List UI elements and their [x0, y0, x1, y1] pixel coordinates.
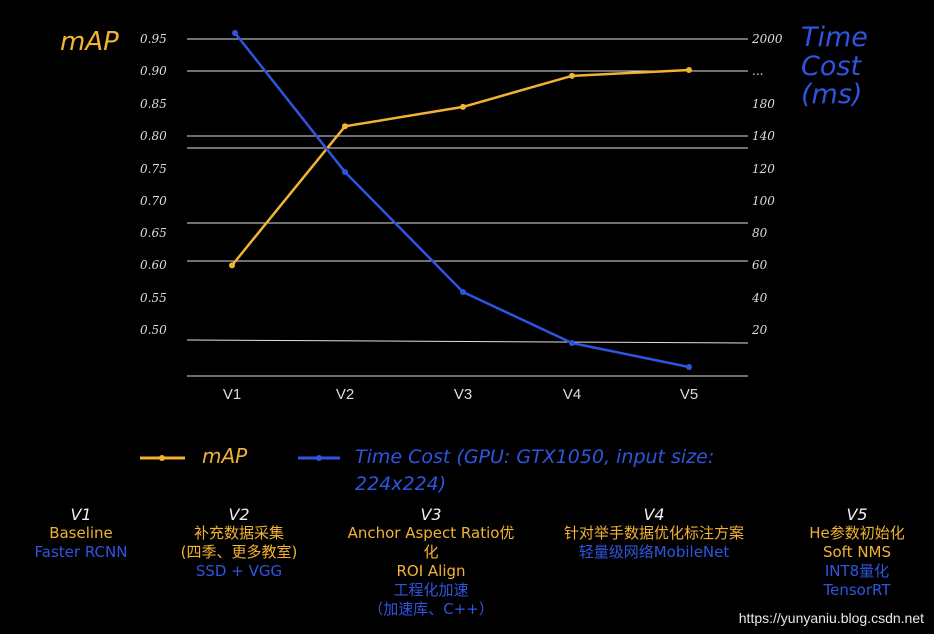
right-tick-label: 120 [752, 162, 775, 176]
right-tick-label: 2000 [751, 32, 783, 46]
data-point [460, 289, 466, 295]
version-note: V3 Anchor Aspect Ratio优化 ROI Align 工程化加速 （加速… [311, 505, 551, 619]
data-point [229, 262, 235, 269]
right-tick-label: 60 [752, 258, 768, 272]
version-line: 针对举手数据优化标注方案 [563, 524, 744, 542]
right-tick-label: ... [752, 64, 763, 78]
x-axis-ticks: V1 V2 V3 V4 V5 [223, 386, 698, 403]
data-point [342, 169, 348, 175]
data-point [569, 72, 575, 79]
version-line: 轻量级网络MobileNet [578, 543, 730, 561]
data-point [686, 364, 692, 370]
left-tick-label: 0.85 [140, 97, 167, 111]
right-tick-label: 80 [752, 226, 768, 240]
left-tick-label: 0.80 [140, 129, 167, 143]
version-line: Faster RCNN [34, 543, 128, 561]
version-title: V2 [228, 505, 250, 524]
version-line: He参数初始化 [809, 524, 905, 542]
version-line: INT8量化 [824, 562, 890, 580]
x-tick-label: V5 [680, 386, 698, 403]
legend-label-map: mAP [202, 444, 248, 468]
x-tick-label: V3 [454, 386, 472, 403]
gridline [186, 339, 749, 344]
version-line: 化 [423, 543, 439, 561]
right-axis-ticks: 2000... 180 140 120 100 80 60 40 20 [751, 32, 783, 337]
series-lines [229, 30, 692, 370]
legend-marker-time [316, 455, 322, 461]
x-tick-label: V4 [563, 386, 581, 403]
version-note: V4 针对举手数据优化标注方案 轻量级网络MobileNet [534, 505, 774, 562]
version-line: TensorRT [823, 581, 891, 599]
series-line-time [234, 32, 690, 369]
version-line: Soft NMS [822, 543, 892, 561]
version-title: V5 [846, 505, 868, 524]
legend-label-time-line2: 224x224) [355, 473, 446, 495]
left-axis-title: mAP [60, 27, 119, 57]
right-tick-label: 100 [752, 194, 775, 208]
legend-marker-map [159, 455, 165, 461]
version-line: Baseline [49, 524, 113, 542]
version-line: ROI Align [396, 562, 466, 580]
version-line: 工程化加速 [393, 581, 469, 599]
data-point [686, 67, 692, 74]
right-tick-label: 40 [751, 291, 768, 305]
version-line: 补充数据采集 [193, 524, 284, 542]
left-tick-label: 0.70 [140, 194, 167, 208]
left-tick-label: 0.60 [140, 258, 167, 272]
left-tick-label: 0.50 [140, 323, 167, 337]
version-note: V2 补充数据采集 (四季、更多教室) SSD + VGG [119, 505, 359, 581]
left-tick-label: 0.55 [140, 291, 167, 305]
left-tick-label: 0.75 [140, 162, 167, 176]
data-point [342, 123, 348, 130]
version-title: V4 [643, 505, 665, 524]
right-axis-title-line2: Cost [801, 51, 862, 82]
legend: mAP Time Cost (GPU: GTX1050, input size:… [140, 444, 714, 495]
version-line: Anchor Aspect Ratio优 [347, 524, 515, 542]
x-tick-label: V1 [223, 386, 241, 403]
data-point [460, 103, 466, 110]
watermark: https://yunyaniu.blog.csdn.net [738, 610, 924, 626]
data-point [232, 30, 238, 36]
right-axis-title-line1: Time [801, 22, 868, 53]
right-tick-label: 140 [752, 129, 775, 143]
left-tick-label: 0.95 [140, 32, 167, 46]
version-line: (四季、更多教室) [180, 543, 298, 561]
gridlines [186, 38, 749, 377]
x-tick-label: V2 [336, 386, 354, 403]
left-axis-ticks: 0.95 0.90 0.85 0.80 0.75 0.70 0.65 0.60 0.55 0.50 [140, 32, 167, 337]
right-tick-label: 20 [751, 323, 768, 337]
version-line: SSD + VGG [195, 562, 283, 580]
version-note: V5 He参数初始化 Soft NMS INT8量化 TensorRT [737, 505, 934, 600]
right-tick-label: 180 [752, 97, 775, 111]
data-point [569, 340, 575, 346]
left-tick-label: 0.90 [140, 64, 167, 78]
series-line-map [231, 68, 690, 267]
right-axis-title-line3: (ms) [801, 79, 862, 110]
version-note: V1 Baseline Faster RCNN [0, 505, 201, 562]
left-tick-label: 0.65 [140, 226, 167, 240]
version-title: V3 [420, 505, 442, 524]
legend-label-time: Time Cost (GPU: GTX1050, input size: [355, 446, 714, 468]
version-line: （加速库、C++） [368, 600, 494, 618]
version-title: V1 [70, 505, 92, 524]
